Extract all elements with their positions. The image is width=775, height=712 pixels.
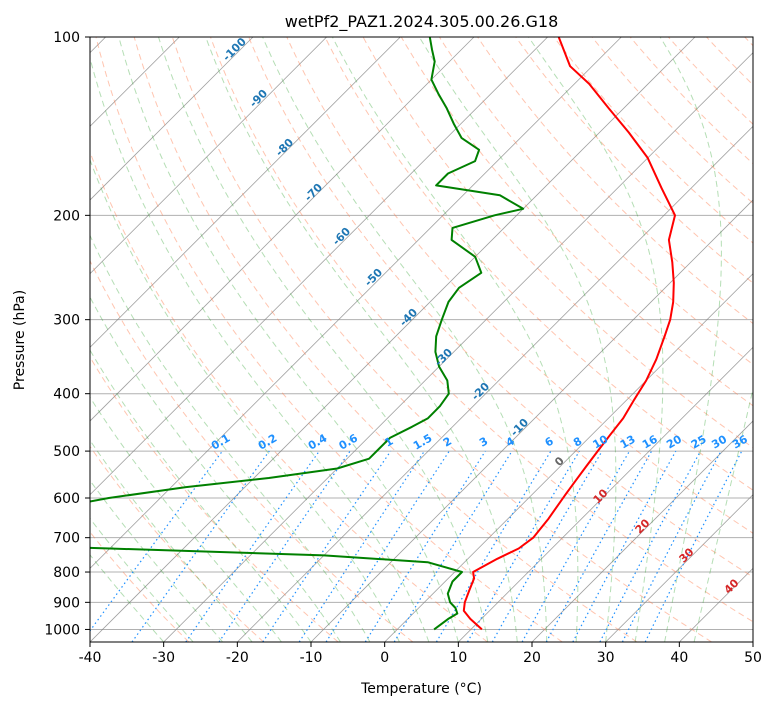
- x-tick-label: 0: [380, 650, 389, 666]
- y-tick-label: 500: [53, 444, 80, 460]
- y-tick-label: 400: [53, 387, 80, 403]
- y-tick-label: 100: [53, 30, 80, 46]
- x-tick-label: 40: [670, 650, 688, 666]
- x-tick-label: -40: [79, 650, 102, 666]
- x-tick-label: -30: [152, 650, 175, 666]
- y-tick-label: 600: [53, 491, 80, 507]
- y-tick-label: 800: [53, 565, 80, 581]
- x-tick-label: -10: [300, 650, 323, 666]
- x-tick-label: 10: [449, 650, 467, 666]
- y-tick-label: 300: [53, 313, 80, 329]
- x-tick-label: 50: [744, 650, 762, 666]
- y-tick-label: 900: [53, 595, 80, 611]
- y-tick-label: 700: [53, 531, 80, 547]
- x-tick-label: 20: [523, 650, 541, 666]
- y-tick-label: 200: [53, 208, 80, 224]
- chart-title: wetPf2_PAZ1.2024.305.00.26.G18: [285, 12, 559, 32]
- y-axis-label: Pressure (hPa): [12, 290, 28, 390]
- x-axis-label: Temperature (°C): [360, 681, 482, 697]
- x-tick-label: 30: [597, 650, 615, 666]
- x-tick-label: -20: [226, 650, 249, 666]
- y-tick-label: 1000: [44, 622, 80, 638]
